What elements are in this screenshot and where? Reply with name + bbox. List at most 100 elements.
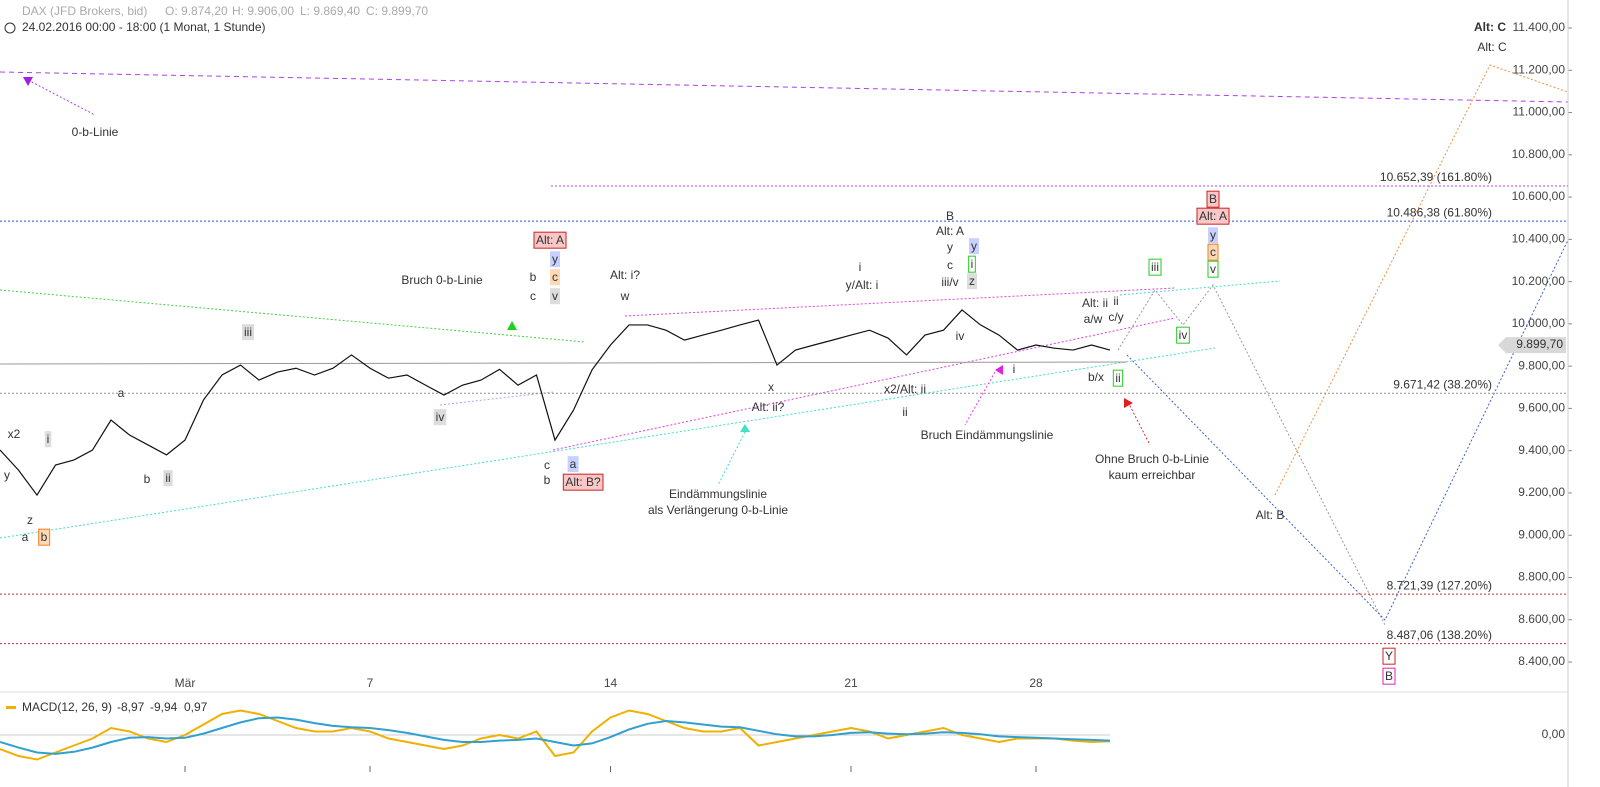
label-box <box>562 473 604 491</box>
green-trend <box>0 289 586 343</box>
instrument: DAX (JFD Brokers, bid) <box>22 4 147 18</box>
ohlc-open: O: 9.874,20 <box>165 4 228 18</box>
y-tick-label: 9.800,00 <box>1518 358 1565 372</box>
annotation: i <box>859 260 862 274</box>
label-box <box>967 273 977 290</box>
y-tick-label: 9.400,00 <box>1518 443 1565 457</box>
annotation: c <box>544 458 550 472</box>
annotation: v <box>552 289 558 303</box>
label-box <box>968 255 976 273</box>
annotation: y <box>1210 228 1216 242</box>
annotation: c <box>947 258 953 272</box>
annotation: b <box>544 473 551 487</box>
annotation: c <box>552 270 558 284</box>
annotation: c <box>530 289 536 303</box>
annotation: Alt: A <box>1199 209 1227 223</box>
y-tick-label: 9.600,00 <box>1518 401 1565 415</box>
zero-b-line <box>0 71 1569 103</box>
x-tick-label: Mär <box>175 676 196 690</box>
annotation: Alt: A <box>936 224 964 238</box>
trend-lines <box>0 64 1569 626</box>
x-tick-label: 28 <box>1029 676 1043 690</box>
annotation: Bruch 0-b-Linie <box>401 273 483 287</box>
annotation: Alt: i? <box>610 268 640 282</box>
annotation: iv <box>956 329 965 343</box>
y-tick-label: 11.400,00 <box>1513 20 1566 34</box>
annotation: kaum erreichbar <box>1109 468 1196 482</box>
pointer <box>717 431 746 486</box>
purple-trend <box>439 391 554 406</box>
annotation: b <box>144 472 151 486</box>
label-box <box>44 431 52 448</box>
level-label: 8.721,39 (127.20%) <box>1387 578 1492 592</box>
x-tick-label: 21 <box>844 676 858 690</box>
macd-line <box>0 709 1111 761</box>
pointer <box>1127 401 1151 446</box>
annotation: y <box>947 240 953 254</box>
annotation: i <box>1013 362 1016 376</box>
signal-value: -9,94 <box>150 700 178 714</box>
y-tick-label: 10.800,00 <box>1512 147 1566 161</box>
label-box <box>1382 647 1396 665</box>
y-tick-label: 11.200,00 <box>1513 62 1566 76</box>
clock-icon <box>4 22 16 34</box>
annotation: a/w <box>1084 312 1103 326</box>
annotation: x <box>768 380 774 394</box>
label-box <box>1206 190 1220 208</box>
label-box <box>163 470 173 487</box>
annotation: Bruch Eindämmungslinie <box>921 428 1054 442</box>
annotation: iv <box>436 410 445 424</box>
label-box <box>1176 326 1190 344</box>
annotation: y <box>4 468 10 482</box>
level-label: 8.487,06 (138.20%) <box>1387 628 1492 642</box>
label-box <box>550 288 560 305</box>
pink-lower <box>552 317 1176 451</box>
y-tick-label: 10.000,00 <box>1512 316 1566 330</box>
arrow <box>23 77 33 86</box>
annotation: Y <box>1385 649 1393 663</box>
label-box <box>1148 258 1162 276</box>
arrow <box>995 365 1003 375</box>
level-label: 10.486,38 (61.80%) <box>1387 205 1492 219</box>
annotation: c <box>1210 245 1216 259</box>
annotation: w <box>620 289 630 303</box>
pointer <box>964 371 996 426</box>
label-box <box>38 528 51 546</box>
signal-line <box>0 716 1111 755</box>
ohlc-low: L: 9.869,40 <box>300 4 360 18</box>
y-tick-label: 8.600,00 <box>1518 612 1565 626</box>
annotation: i <box>971 257 974 271</box>
annotation: iii/v <box>941 275 958 289</box>
hist-value: 0,97 <box>184 700 208 714</box>
arrow <box>740 424 750 432</box>
projection-blue <box>1126 239 1569 621</box>
y-tick-label: 10.200,00 <box>1512 274 1566 288</box>
annotation: Alt: B? <box>565 475 601 489</box>
annotation: c/y <box>1108 310 1123 324</box>
y-tick-label: 9.000,00 <box>1518 527 1565 541</box>
ohlc-high: H: 9.906,00 <box>232 4 294 18</box>
label-box <box>242 324 254 341</box>
annotation: Alt: ii? <box>752 400 785 414</box>
annotation: ii <box>902 405 907 419</box>
annotation: b/x <box>1088 370 1104 384</box>
label-box <box>533 231 567 249</box>
level-label: 10.652,39 (161.80%) <box>1380 170 1492 184</box>
last-price-label: 9.899,70 <box>1516 337 1563 351</box>
label-box <box>1207 260 1219 278</box>
annotation: Alt: ii <box>1082 296 1108 310</box>
annotation: b <box>41 530 48 544</box>
ohlc-close: C: 9.899,70 <box>366 4 428 18</box>
projection-orange <box>1274 64 1569 496</box>
x-tick-label: 14 <box>604 676 618 690</box>
annotation: Alt: C <box>1477 40 1507 54</box>
last-price-tag <box>1498 337 1566 354</box>
annotation: Alt: B <box>1256 508 1285 522</box>
annotation: B <box>946 209 954 223</box>
annotation: iii <box>1151 260 1159 274</box>
annotation: y/Alt: i <box>846 278 879 292</box>
pointer <box>27 79 96 116</box>
annotation: v <box>1210 262 1216 276</box>
annotation: Ohne Bruch 0-b-Linie <box>1095 452 1209 466</box>
